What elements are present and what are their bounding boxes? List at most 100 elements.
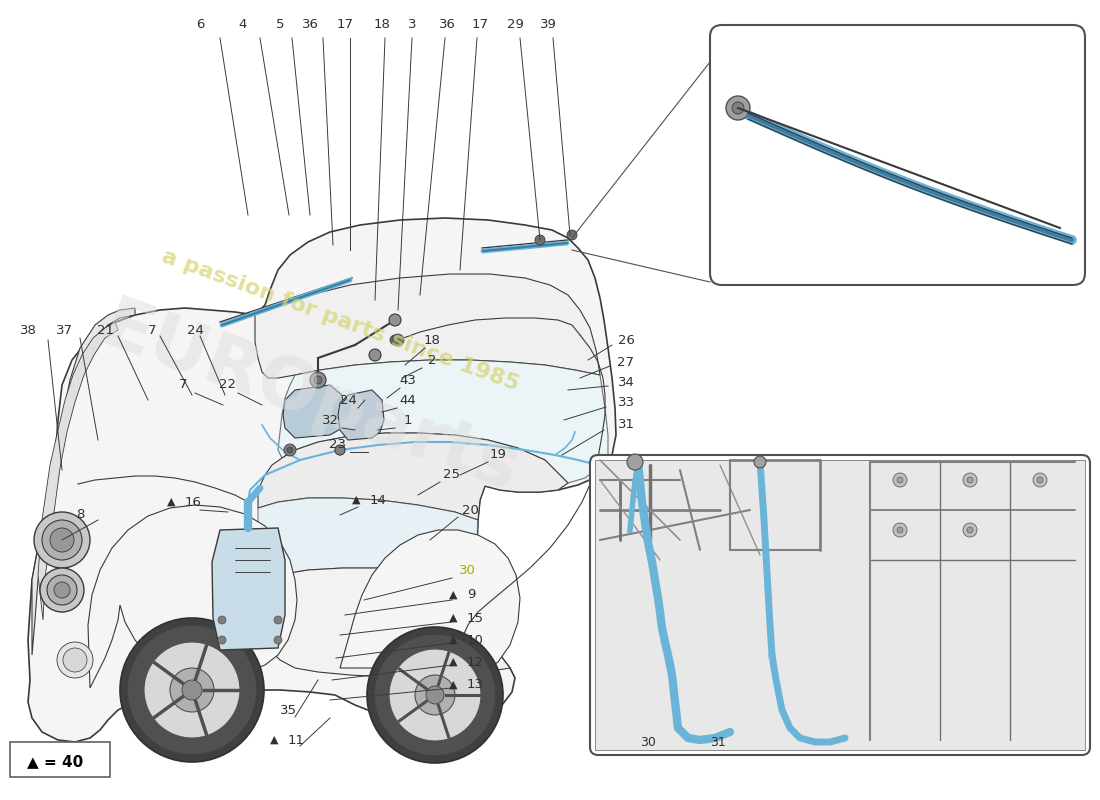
Text: 23: 23 bbox=[330, 438, 346, 451]
Circle shape bbox=[63, 648, 87, 672]
Text: 41: 41 bbox=[947, 42, 964, 54]
Circle shape bbox=[274, 616, 282, 624]
Text: 15: 15 bbox=[468, 611, 484, 625]
Circle shape bbox=[896, 527, 903, 533]
FancyBboxPatch shape bbox=[710, 25, 1085, 285]
Text: 9: 9 bbox=[468, 589, 475, 602]
Text: 24: 24 bbox=[187, 323, 204, 337]
Text: ▲: ▲ bbox=[270, 735, 278, 745]
Text: 30: 30 bbox=[640, 735, 656, 749]
Polygon shape bbox=[88, 505, 297, 688]
Text: 27: 27 bbox=[617, 355, 635, 369]
Text: 14: 14 bbox=[370, 494, 387, 506]
Circle shape bbox=[390, 335, 400, 345]
Text: a passion for parts since 1985: a passion for parts since 1985 bbox=[158, 246, 521, 394]
Text: 18: 18 bbox=[424, 334, 440, 346]
Text: 20: 20 bbox=[462, 503, 478, 517]
Text: 34: 34 bbox=[617, 375, 635, 389]
Circle shape bbox=[726, 96, 750, 120]
Text: 18: 18 bbox=[374, 18, 390, 31]
Text: 44: 44 bbox=[399, 394, 417, 406]
Text: 36: 36 bbox=[301, 18, 318, 31]
Bar bbox=[595, 460, 1085, 750]
Circle shape bbox=[732, 102, 744, 114]
Text: 31: 31 bbox=[692, 715, 708, 729]
Circle shape bbox=[314, 376, 322, 384]
Circle shape bbox=[47, 575, 77, 605]
Circle shape bbox=[42, 520, 82, 560]
Circle shape bbox=[962, 523, 977, 537]
Text: 30: 30 bbox=[625, 715, 641, 729]
Circle shape bbox=[34, 512, 90, 568]
Text: 6: 6 bbox=[196, 18, 205, 31]
Text: 5: 5 bbox=[276, 18, 284, 31]
Text: ▲: ▲ bbox=[449, 657, 456, 667]
Polygon shape bbox=[278, 360, 608, 483]
Polygon shape bbox=[39, 322, 118, 620]
Text: 22: 22 bbox=[220, 378, 236, 391]
Circle shape bbox=[57, 642, 94, 678]
Polygon shape bbox=[212, 528, 285, 650]
Circle shape bbox=[893, 523, 907, 537]
Circle shape bbox=[336, 445, 345, 455]
Circle shape bbox=[54, 582, 70, 598]
Text: 33: 33 bbox=[617, 395, 635, 409]
Circle shape bbox=[50, 528, 74, 552]
Circle shape bbox=[392, 334, 404, 346]
Circle shape bbox=[389, 649, 481, 741]
Text: 28: 28 bbox=[861, 42, 879, 54]
Text: 13: 13 bbox=[468, 678, 484, 691]
Text: 7: 7 bbox=[178, 378, 187, 391]
Text: 17: 17 bbox=[337, 18, 353, 31]
Text: 24: 24 bbox=[340, 394, 356, 406]
Circle shape bbox=[170, 668, 214, 712]
Text: ▲ = 40: ▲ = 40 bbox=[26, 754, 84, 770]
Polygon shape bbox=[258, 433, 568, 520]
Text: 26: 26 bbox=[617, 334, 635, 346]
Circle shape bbox=[426, 686, 444, 704]
FancyBboxPatch shape bbox=[590, 455, 1090, 755]
Circle shape bbox=[1037, 477, 1043, 483]
Polygon shape bbox=[255, 274, 600, 378]
Circle shape bbox=[120, 618, 264, 762]
Text: 7: 7 bbox=[147, 323, 156, 337]
Text: 39: 39 bbox=[540, 18, 557, 31]
Text: 31: 31 bbox=[711, 735, 726, 749]
Text: 1: 1 bbox=[404, 414, 412, 426]
Text: ▲: ▲ bbox=[449, 590, 456, 600]
Circle shape bbox=[566, 230, 578, 240]
Text: 32: 32 bbox=[321, 414, 339, 426]
Circle shape bbox=[415, 675, 455, 715]
Text: 19: 19 bbox=[490, 449, 506, 462]
Polygon shape bbox=[255, 568, 510, 677]
Circle shape bbox=[126, 625, 257, 755]
Circle shape bbox=[182, 680, 202, 700]
Bar bbox=[10, 742, 110, 777]
Polygon shape bbox=[258, 498, 478, 580]
Circle shape bbox=[218, 636, 226, 644]
Text: 10: 10 bbox=[468, 634, 484, 646]
Circle shape bbox=[389, 314, 402, 326]
Text: 11: 11 bbox=[288, 734, 305, 746]
Circle shape bbox=[368, 349, 381, 361]
Circle shape bbox=[535, 235, 544, 245]
Polygon shape bbox=[338, 390, 384, 440]
Circle shape bbox=[1033, 473, 1047, 487]
Text: ▲: ▲ bbox=[449, 635, 456, 645]
Text: 12: 12 bbox=[468, 655, 484, 669]
Circle shape bbox=[374, 634, 496, 756]
Text: 2: 2 bbox=[428, 354, 437, 366]
Text: 30: 30 bbox=[459, 563, 475, 577]
Text: 35: 35 bbox=[279, 703, 297, 717]
Text: ▲: ▲ bbox=[352, 495, 360, 505]
Text: 36: 36 bbox=[439, 18, 455, 31]
Circle shape bbox=[967, 477, 974, 483]
Circle shape bbox=[367, 627, 503, 763]
Polygon shape bbox=[28, 218, 616, 742]
Circle shape bbox=[274, 636, 282, 644]
Text: 37: 37 bbox=[55, 323, 73, 337]
Text: 43: 43 bbox=[399, 374, 417, 386]
Circle shape bbox=[627, 454, 644, 470]
Polygon shape bbox=[340, 530, 520, 682]
Circle shape bbox=[336, 445, 345, 455]
